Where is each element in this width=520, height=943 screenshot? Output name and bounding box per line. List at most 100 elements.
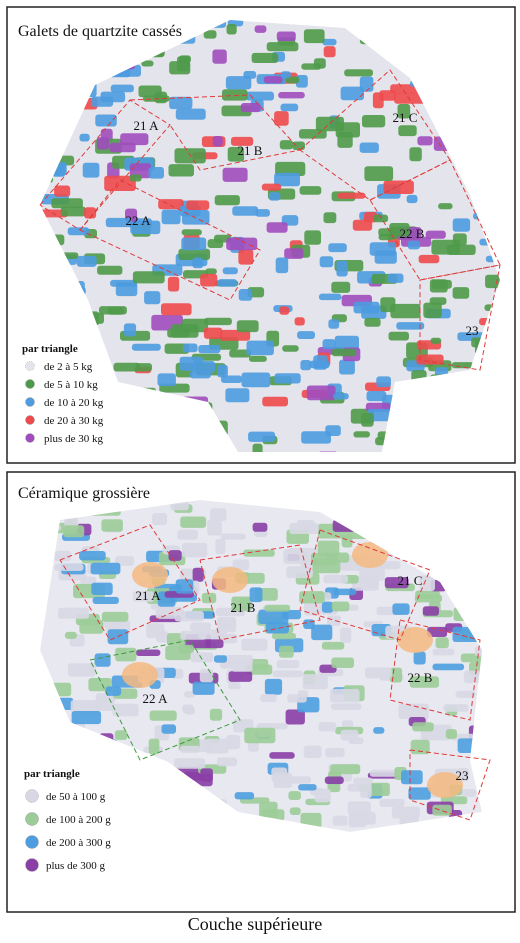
distribution-patch xyxy=(416,354,444,365)
distribution-patch xyxy=(462,789,477,797)
distribution-patch xyxy=(323,574,348,584)
distribution-patch xyxy=(135,649,161,656)
distribution-patch xyxy=(70,700,100,714)
distribution-patch xyxy=(207,519,222,536)
distribution-patch xyxy=(241,372,271,388)
distribution-patch xyxy=(266,222,288,233)
distribution-patch xyxy=(95,114,117,127)
legend-label: de 20 à 30 kg xyxy=(44,415,104,427)
zone-label: 22 A xyxy=(143,691,169,706)
distribution-patch xyxy=(184,707,195,715)
legend-swatch xyxy=(25,361,35,371)
distribution-patch xyxy=(262,396,288,407)
find-zone xyxy=(132,562,168,588)
distribution-patch xyxy=(192,567,204,582)
distribution-patch xyxy=(455,690,476,698)
distribution-patch xyxy=(460,653,482,663)
distribution-patch xyxy=(286,566,313,579)
distribution-patch xyxy=(171,324,199,338)
distribution-patch xyxy=(340,86,364,101)
distribution-patch xyxy=(107,307,124,315)
distribution-patch xyxy=(392,603,410,615)
distribution-patch xyxy=(299,129,327,139)
distribution-patch xyxy=(135,363,152,372)
distribution-patch xyxy=(383,180,414,194)
distribution-patch xyxy=(337,192,366,199)
caption: Couche supérieure xyxy=(188,914,322,934)
distribution-patch xyxy=(431,279,452,289)
distribution-patch xyxy=(239,598,250,609)
distribution-patch xyxy=(340,627,352,643)
distribution-patch xyxy=(229,349,251,358)
distribution-patch xyxy=(216,617,236,628)
distribution-patch xyxy=(409,676,439,688)
distribution-patch xyxy=(359,76,374,92)
distribution-patch xyxy=(390,303,421,319)
distribution-patch xyxy=(279,306,290,315)
distribution-patch xyxy=(359,566,385,581)
distribution-patch xyxy=(352,219,373,231)
distribution-patch xyxy=(248,355,267,362)
distribution-patch xyxy=(264,604,291,612)
distribution-patch xyxy=(252,522,268,532)
distribution-patch xyxy=(298,784,317,791)
legend-label: plus de 300 g xyxy=(46,860,105,872)
distribution-patch xyxy=(148,167,164,179)
distribution-patch xyxy=(110,84,134,93)
distribution-patch xyxy=(274,172,300,187)
legend-label: de 10 à 20 kg xyxy=(44,397,104,409)
zone-label: 21 B xyxy=(238,143,263,158)
distribution-patch xyxy=(225,76,252,90)
distribution-patch xyxy=(388,331,409,341)
distribution-patch xyxy=(197,629,227,640)
distribution-patch xyxy=(273,772,293,788)
distribution-patch xyxy=(177,529,198,540)
distribution-patch xyxy=(263,76,283,84)
distribution-patch xyxy=(64,631,77,639)
distribution-patch xyxy=(331,281,351,293)
zone-label: 23 xyxy=(456,768,469,783)
legend-label: de 2 à 5 kg xyxy=(44,361,93,373)
distribution-patch xyxy=(152,513,167,526)
distribution-patch xyxy=(167,276,180,292)
find-zone xyxy=(122,662,158,688)
distribution-patch xyxy=(283,549,308,564)
distribution-patch xyxy=(275,257,289,274)
distribution-patch xyxy=(337,132,353,148)
legend-label: de 50 à 100 g xyxy=(46,791,106,803)
distribution-patch xyxy=(265,622,289,634)
distribution-patch xyxy=(387,273,404,283)
distribution-patch xyxy=(330,703,362,710)
distribution-patch xyxy=(241,638,268,651)
distribution-patch xyxy=(201,592,217,604)
distribution-patch xyxy=(240,103,261,113)
zone-label: 21 C xyxy=(398,573,423,588)
distribution-patch xyxy=(120,133,149,146)
find-zone xyxy=(427,772,463,798)
distribution-patch xyxy=(340,729,359,741)
distribution-patch xyxy=(429,297,447,305)
distribution-patch xyxy=(130,220,161,235)
legend-swatch xyxy=(25,858,39,872)
distribution-patch xyxy=(82,162,100,178)
distribution-patch xyxy=(288,791,301,800)
distribution-patch xyxy=(217,364,228,378)
distribution-patch xyxy=(327,615,341,626)
distribution-patch xyxy=(397,104,411,119)
find-zone xyxy=(397,627,433,653)
distribution-patch xyxy=(432,663,465,671)
distribution-patch xyxy=(204,317,232,326)
distribution-patch xyxy=(245,91,274,101)
distribution-patch xyxy=(280,103,299,112)
distribution-patch xyxy=(328,319,340,329)
distribution-patch xyxy=(321,641,345,650)
distribution-patch xyxy=(321,601,334,613)
distribution-patch xyxy=(285,709,305,725)
distribution-patch xyxy=(417,136,433,146)
distribution-patch xyxy=(331,348,357,357)
distribution-patch xyxy=(51,198,83,209)
distribution-patch xyxy=(353,431,370,438)
distribution-patch xyxy=(212,49,227,64)
distribution-patch xyxy=(129,174,142,182)
